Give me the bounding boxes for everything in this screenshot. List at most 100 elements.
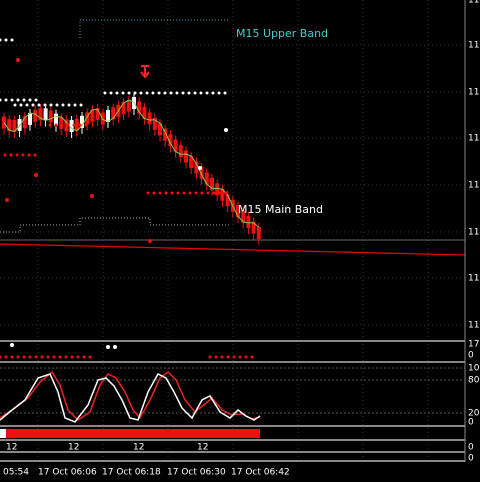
dot xyxy=(176,191,180,195)
candle-body xyxy=(69,119,74,132)
dot xyxy=(133,91,137,95)
dot xyxy=(200,191,204,195)
candle-body xyxy=(142,106,147,119)
axis-label: 12 xyxy=(133,443,144,453)
dot xyxy=(22,98,26,102)
candle-body xyxy=(251,221,256,234)
dot xyxy=(193,91,197,95)
dot xyxy=(22,355,26,359)
dot xyxy=(49,103,53,107)
dot xyxy=(55,103,59,107)
dot xyxy=(82,355,86,359)
dot xyxy=(217,91,221,95)
dot xyxy=(58,355,62,359)
dot xyxy=(199,91,203,95)
dot xyxy=(214,355,218,359)
trend-line xyxy=(0,243,466,256)
dot xyxy=(72,123,76,127)
dot xyxy=(15,153,19,157)
dot xyxy=(181,91,185,95)
dot xyxy=(146,191,150,195)
dot xyxy=(60,123,64,127)
dot xyxy=(145,91,149,95)
axis-label: 11 xyxy=(468,181,479,191)
candle-body xyxy=(22,116,27,129)
signal-dot xyxy=(16,58,20,62)
candle-body xyxy=(241,210,246,223)
trend-bar-start xyxy=(0,429,6,438)
candle-body xyxy=(95,108,100,121)
axis-label: 17 Oct 06:42 xyxy=(231,468,290,478)
dot xyxy=(220,355,224,359)
candle-body xyxy=(12,119,17,132)
axis-label: 05:54 xyxy=(3,468,29,478)
candle-body xyxy=(64,119,69,132)
axis-label: 12 xyxy=(6,443,17,453)
candle-body xyxy=(225,194,230,207)
dot xyxy=(0,98,2,102)
dot xyxy=(4,38,8,42)
dot xyxy=(33,153,37,157)
signal-dot xyxy=(106,345,110,349)
axis-label: 17 Oct 06:06 xyxy=(38,468,97,478)
dot xyxy=(16,355,20,359)
axis-label: 12 xyxy=(197,443,208,453)
dot xyxy=(121,91,125,95)
candle-body xyxy=(199,166,204,179)
candle-body xyxy=(189,156,194,169)
dot xyxy=(4,98,8,102)
candle-body xyxy=(54,113,58,126)
grid xyxy=(0,0,465,462)
candle-body xyxy=(256,226,261,239)
candle-body xyxy=(80,115,84,128)
dot xyxy=(46,355,50,359)
dot xyxy=(67,103,71,107)
dot xyxy=(205,91,209,95)
axis-label: 11 xyxy=(468,321,479,331)
signal-dot xyxy=(5,198,9,202)
upper-band-label: M15 Upper Band xyxy=(236,27,328,40)
axis-label: 0 xyxy=(468,454,474,464)
dot xyxy=(19,103,23,107)
dot xyxy=(0,38,2,42)
dot xyxy=(127,91,131,95)
dot xyxy=(170,191,174,195)
dot xyxy=(13,103,17,107)
dot xyxy=(208,355,212,359)
signal-dot xyxy=(198,166,202,170)
axis-label: 12 xyxy=(68,443,79,453)
candle-body xyxy=(111,107,116,120)
candle-body xyxy=(33,109,38,122)
axis-label: 11 xyxy=(468,274,479,284)
dot xyxy=(188,191,192,195)
candle-body xyxy=(126,99,131,112)
candle-body xyxy=(28,112,32,125)
dot xyxy=(10,355,14,359)
axis-label: 17 Oct 06:18 xyxy=(102,468,161,478)
dot xyxy=(164,191,168,195)
dot xyxy=(54,123,58,127)
axis-label: 11 xyxy=(468,228,479,238)
dot xyxy=(40,355,44,359)
dot xyxy=(151,91,155,95)
trend-bar xyxy=(0,429,260,438)
candle-body xyxy=(147,112,152,125)
axis-label: 20 xyxy=(468,409,480,419)
dot xyxy=(78,123,82,127)
dot xyxy=(175,91,179,95)
signal-dots xyxy=(0,38,254,359)
dot xyxy=(66,123,70,127)
candle-body xyxy=(236,205,240,218)
dot xyxy=(139,91,143,95)
dot xyxy=(187,91,191,95)
candle-body xyxy=(38,108,43,121)
axis-label: 17 Oct 06:30 xyxy=(167,468,226,478)
axis-label: 11 xyxy=(468,134,479,144)
candle-body xyxy=(168,134,173,147)
candle-body xyxy=(48,110,53,123)
candle-body xyxy=(158,123,162,136)
axis-label: 17 xyxy=(468,340,479,350)
candles xyxy=(2,93,261,245)
signal-dot xyxy=(34,173,38,177)
